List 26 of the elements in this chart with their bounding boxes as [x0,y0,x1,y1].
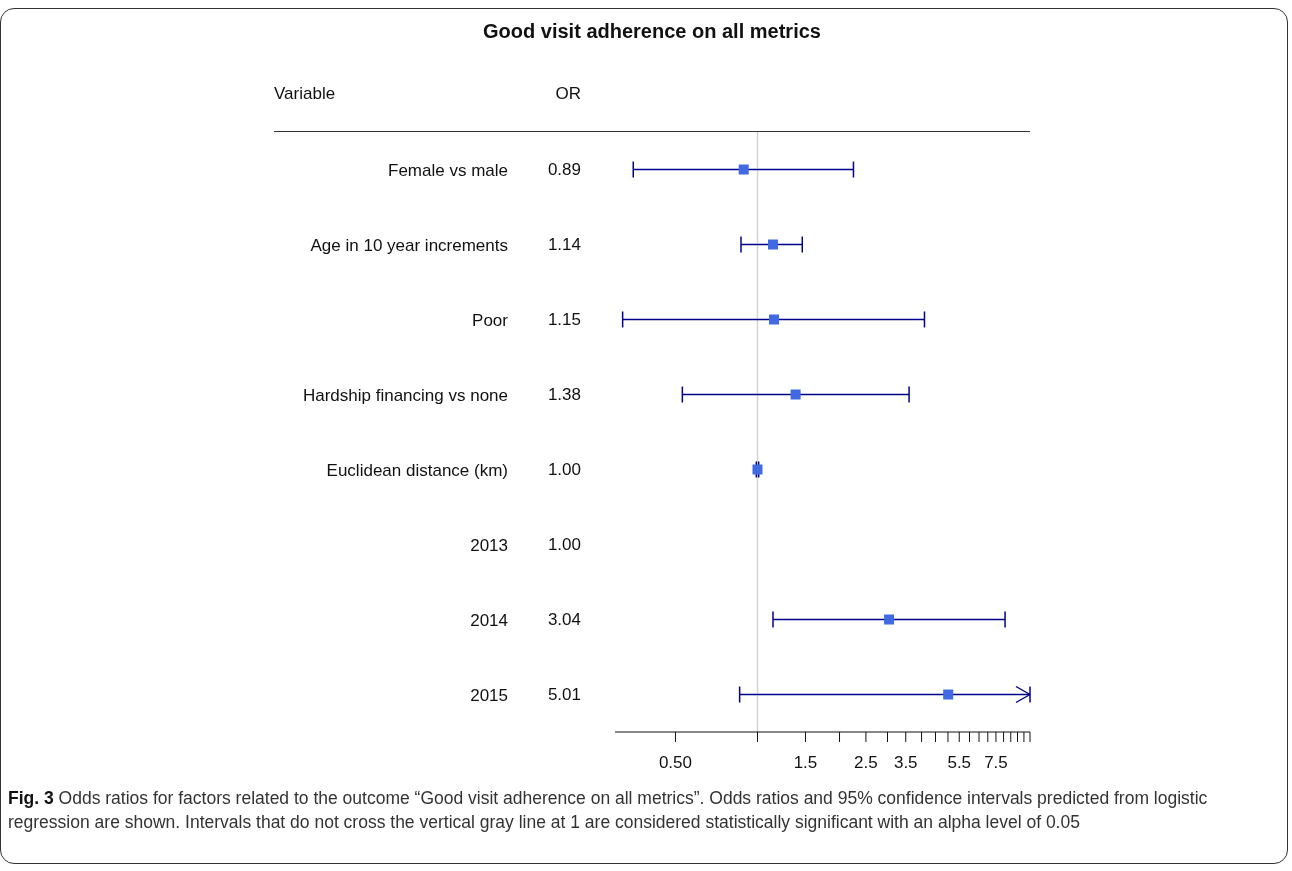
data-label: 1.15 [547,308,581,331]
y-tick-label: Age in 10 year increments [310,235,508,255]
x-tick-label: 0.50 [658,753,692,773]
y-tick-label: 2013 [470,535,508,555]
y-tick-label: 2015 [470,685,508,705]
data-label: 0.89 [547,158,581,181]
text: Variable [274,84,336,104]
x-tick-label: 2.5 [854,753,878,773]
y-tick-label: Female vs male [388,160,508,180]
x-tick-label: 1.5 [793,753,818,773]
x-tick-label: 3.5 [893,753,918,773]
y-tick-label: 2014 [470,610,508,630]
data-label: 5.01 [547,683,581,706]
x-tick-label: 5.5 [947,753,972,773]
text: 1.00 [547,534,581,554]
x-tick-label: 7.5 [984,753,1008,773]
chart-title: Good visit adherence on all metrics [482,20,822,43]
y-tick-label: Poor [472,310,509,330]
caption: Fig. 3 [8,788,55,808]
data-label: 1.14 [547,233,581,256]
data-label: 1.00 [547,458,581,481]
y-tick-label: Euclidean distance (km) [326,460,508,480]
y-tick-label: Hardship financing vs none [302,385,508,405]
data-label: 3.04 [547,608,581,631]
data-label: 1.38 [547,383,581,406]
text: OR [555,84,581,104]
